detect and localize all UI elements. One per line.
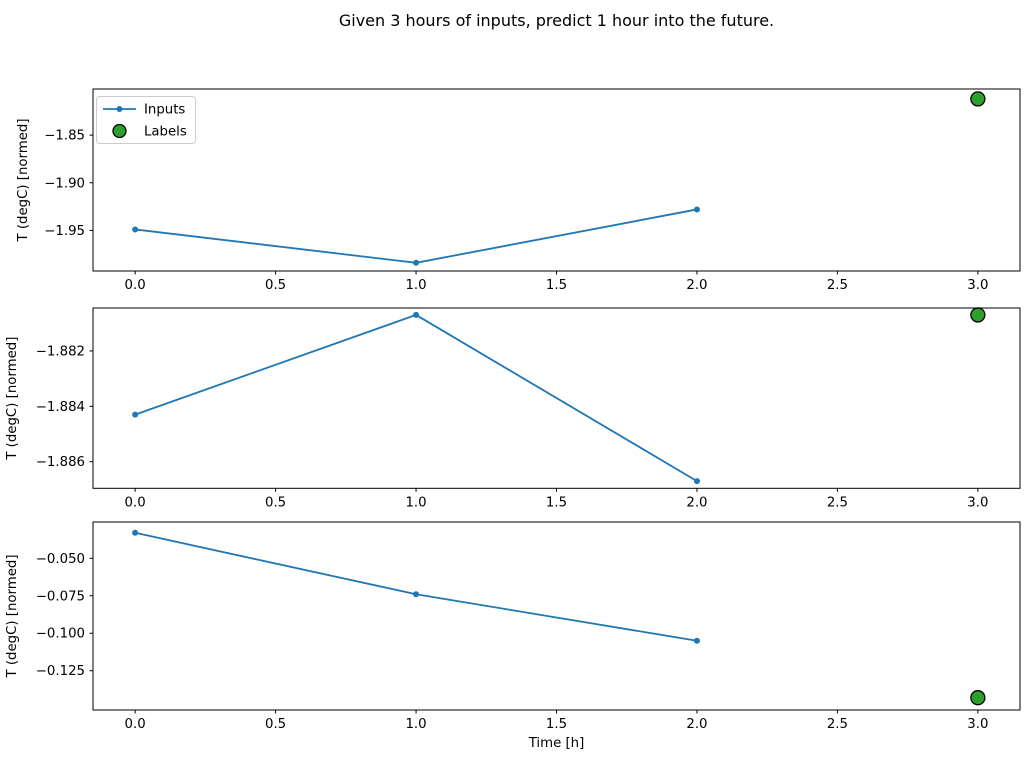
legend-labels-label: Labels	[144, 125, 187, 140]
legend: Inputs Labels	[96, 96, 196, 144]
y-tick-label: −1.884	[36, 400, 85, 415]
x-tick-label: 1.5	[546, 495, 567, 510]
inputs-point	[693, 478, 700, 485]
inputs-point	[693, 206, 700, 213]
labels-point	[970, 307, 986, 323]
x-ticks: 0.0 0.5 1.0 1.5 2.0 2.5 3.0	[125, 710, 988, 732]
y-axis-label: T (degC) [normed]	[5, 337, 20, 461]
y-ticks: −0.050 −0.075 −0.100 −0.125	[36, 552, 93, 679]
x-tick-label: 2.5	[827, 717, 848, 732]
y-tick-label: −0.100	[36, 627, 85, 642]
y-tick-label: −0.050	[36, 552, 85, 567]
x-tick-label: 0.5	[265, 278, 286, 293]
legend-inputs-label: Inputs	[144, 103, 185, 118]
x-ticks: 0.0 0.5 1.0 1.5 2.0 2.5 3.0	[125, 271, 988, 293]
y-axis-label: T (degC) [normed]	[16, 118, 31, 242]
y-tick-label: −1.882	[36, 344, 85, 359]
inputs-line	[134, 313, 698, 482]
x-tick-label: 2.0	[686, 278, 707, 293]
x-tick-label: 3.0	[967, 495, 988, 510]
y-axis-label: T (degC) [normed]	[5, 554, 20, 678]
inputs-point	[132, 529, 139, 536]
subplot-3: 0.0 0.5 1.0 1.5 2.0 2.5 3.0−0.050−0.075−0.100−…	[5, 521, 1021, 732]
x-tick-label: 0.0	[125, 495, 146, 510]
x-tick-label: 3.0	[967, 717, 988, 732]
y-tick-label: −1.90	[44, 176, 85, 191]
x-tick-label: 1.5	[546, 278, 567, 293]
subplot-2: 0.0 0.5 1.0 1.5 2.0 2.5 3.0 −1.882 −1.884 −1.886 T…	[5, 307, 1021, 510]
x-tick-label: 1.0	[405, 495, 426, 510]
x-tick-label: 1.0	[405, 278, 426, 293]
x-ticks: 0.0 0.5 1.0 1.5 2.0 2.5 3.0	[125, 488, 988, 510]
y-tick-label: −0.075	[36, 589, 85, 604]
x-tick-label: 2.5	[827, 495, 848, 510]
y-ticks: −1.882 −1.884 −1.886	[36, 344, 93, 470]
inputs-point	[132, 411, 139, 418]
inputs-point	[413, 259, 420, 266]
legend-inputs-marker-icon	[116, 106, 123, 112]
x-tick-label: 1.0	[405, 717, 426, 732]
y-tick-label: −1.85	[44, 129, 85, 144]
x-tick-label: 2.0	[686, 717, 707, 732]
x-tick-label: 0.5	[265, 495, 286, 510]
subplot-1: 0.0 0.5 1.0 1.5 2.0 2.5 3.0 −1.85 −1.90 −1.95 T (d…	[16, 88, 1021, 293]
y-tick-label: −0.125	[36, 664, 85, 679]
x-axis-label: Time [h]	[528, 736, 585, 751]
x-tick-label: 2.5	[827, 278, 848, 293]
labels-point	[970, 690, 986, 706]
y-ticks: −1.85 −1.90 −1.95	[44, 129, 93, 239]
axes-box	[92, 521, 1021, 711]
inputs-point	[413, 311, 420, 318]
x-tick-label: 0.0	[125, 717, 146, 732]
axes-box	[92, 88, 1021, 272]
x-tick-label: 1.5	[546, 717, 567, 732]
inputs-line	[134, 531, 698, 642]
inputs-line	[135, 208, 698, 264]
y-tick-label: −1.886	[36, 455, 85, 470]
x-tick-label: 0.0	[125, 278, 146, 293]
labels-point	[970, 91, 986, 107]
inputs-point	[132, 226, 139, 233]
x-tick-label: 3.0	[967, 278, 988, 293]
chart-title: Given 3 hours of inputs, predict 1 hour …	[338, 11, 775, 30]
x-tick-label: 2.0	[686, 495, 707, 510]
x-tick-label: 0.5	[265, 717, 286, 732]
y-tick-label: −1.95	[44, 224, 85, 239]
inputs-point	[413, 591, 420, 598]
inputs-point	[693, 637, 700, 644]
legend-labels-marker-icon	[112, 123, 127, 139]
